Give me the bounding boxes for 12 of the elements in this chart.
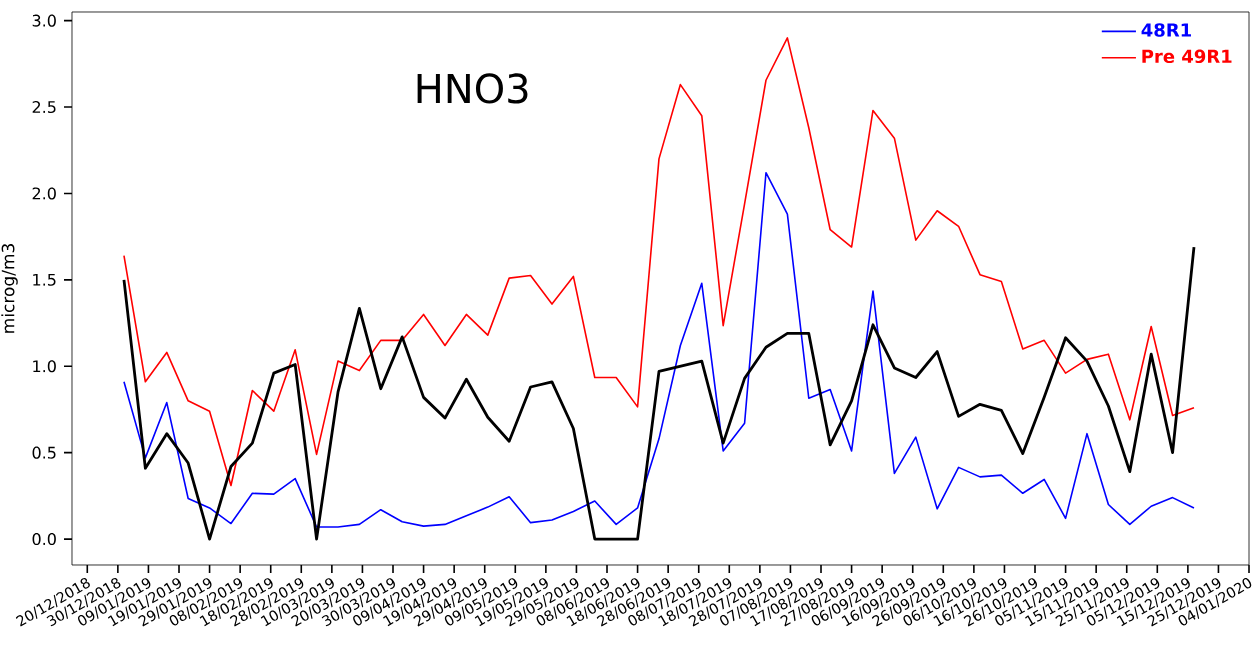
text: HNO3 (417, 73, 528, 104)
y-axis-title: microg/m3 (1, 244, 18, 333)
y-tick-label: 0.5 (32, 446, 56, 459)
y-tick-label: 2.5 (32, 100, 56, 114)
legend-label: Pre 49R1 (1142, 49, 1232, 64)
y-tick-label: 3.0 (32, 14, 56, 27)
y-tick-label: 1.0 (33, 360, 56, 373)
y-tick-label: 0.0 (32, 533, 56, 546)
y-tick-label: 1.5 (33, 273, 56, 286)
line-series (123, 171, 1195, 528)
y-tick-label: 2.0 (32, 187, 56, 200)
legend-label: 48R1 (1141, 23, 1191, 37)
